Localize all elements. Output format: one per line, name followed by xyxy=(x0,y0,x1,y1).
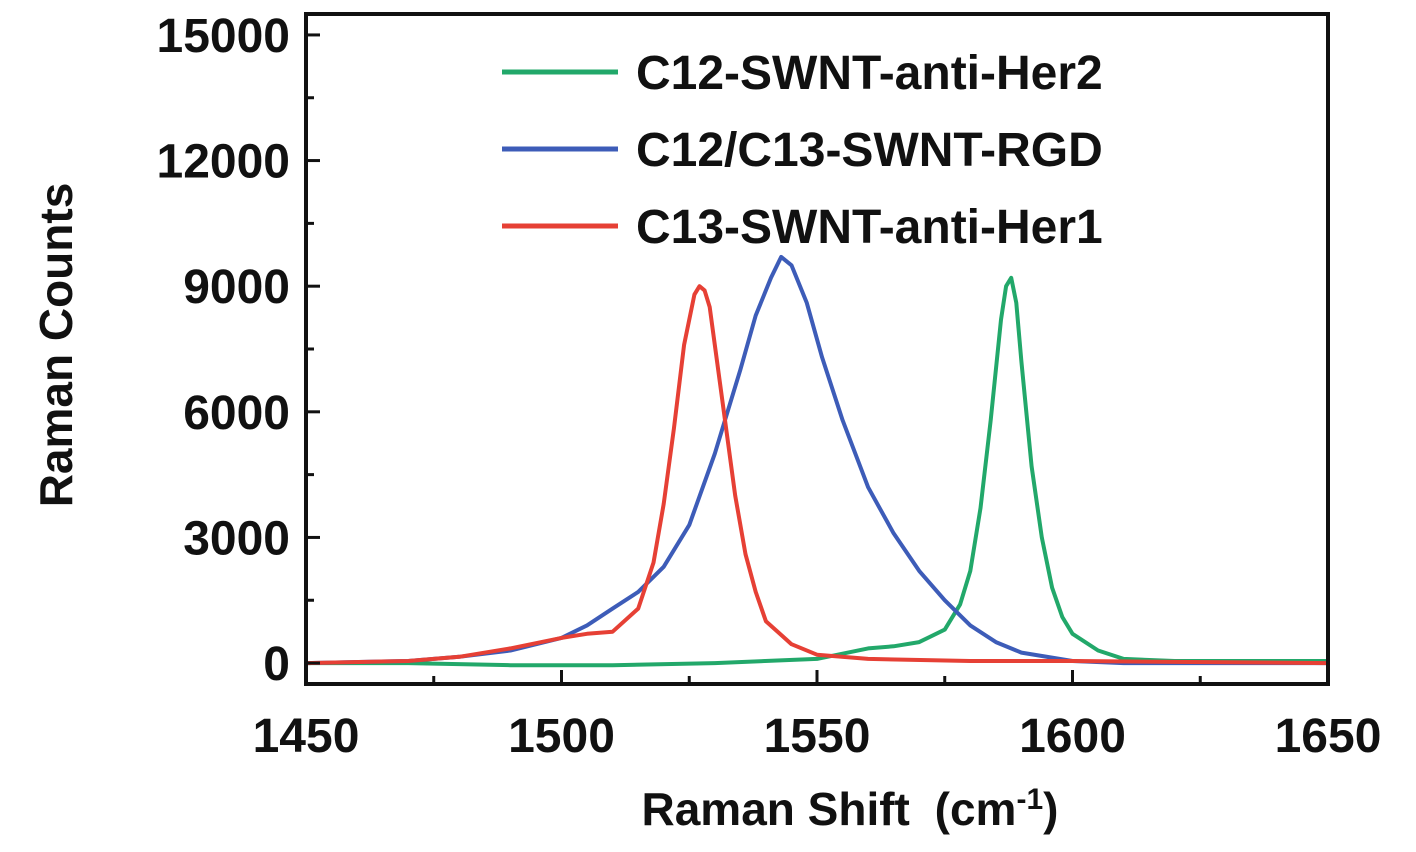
x-axis-title: Raman Shift (cm-1) xyxy=(642,783,1059,836)
legend-label-2: C12/C13-SWNT-RGD xyxy=(636,124,1103,177)
series-line-1 xyxy=(306,275,1328,668)
x-axis: 1450 1500 1550 1600 1650 xyxy=(253,670,1382,763)
y-axis-title: Raman Counts xyxy=(30,183,82,508)
y-tick-label: 12000 xyxy=(157,136,290,189)
series-line-3 xyxy=(305,284,1329,666)
x-tick-label: 1600 xyxy=(1019,710,1126,763)
x-tick-label: 1450 xyxy=(253,710,360,763)
x-axis-unit-close: ) xyxy=(1043,783,1058,835)
x-axis-unit-exp: -1 xyxy=(1016,783,1043,816)
series-line-2 xyxy=(305,254,1328,666)
y-axis: 0 3000 6000 9000 12000 15000 xyxy=(157,10,320,691)
x-axis-title-text: Raman Shift xyxy=(642,783,910,835)
x-tick-label: 1650 xyxy=(1275,710,1382,763)
y-tick-label: 3000 xyxy=(183,512,290,565)
x-tick-label: 1550 xyxy=(764,710,871,763)
series-layer xyxy=(305,254,1329,668)
y-tick-label: 15000 xyxy=(157,10,290,63)
x-axis-unit-base: (cm xyxy=(935,783,1017,835)
y-tick-label: 6000 xyxy=(183,387,290,440)
legend: C12-SWNT-anti-Her2 C12/C13-SWNT-RGD C13-SW… xyxy=(502,47,1103,254)
y-tick-label: 0 xyxy=(263,638,290,691)
legend-label-3: C13-SWNT-anti-Her1 xyxy=(636,201,1103,254)
x-tick-label: 1500 xyxy=(508,710,615,763)
legend-label-1: C12-SWNT-anti-Her2 xyxy=(636,47,1103,100)
y-tick-label: 9000 xyxy=(183,261,290,314)
